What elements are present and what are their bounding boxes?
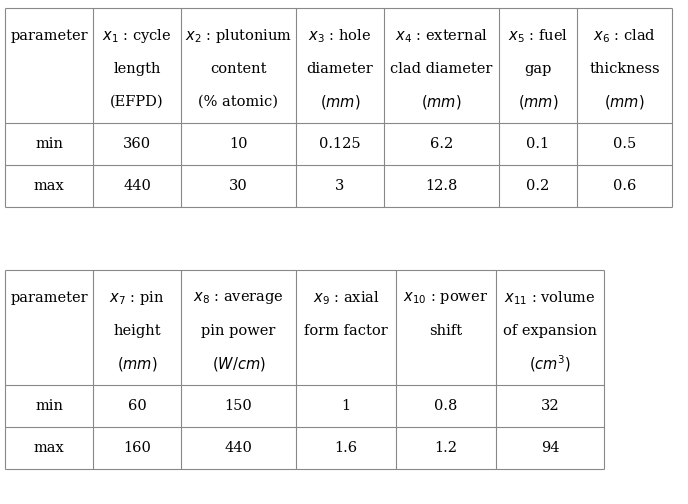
Text: 6.2: 6.2 [430, 137, 453, 151]
Text: $(mm)$: $(mm)$ [604, 93, 645, 111]
Text: 150: 150 [224, 399, 252, 413]
Text: $x_3$ : hole: $x_3$ : hole [308, 27, 372, 45]
Text: 0.6: 0.6 [613, 179, 636, 193]
Text: content: content [211, 62, 267, 76]
Text: form factor: form factor [304, 324, 388, 338]
Text: 30: 30 [229, 179, 248, 193]
Text: 160: 160 [123, 441, 151, 455]
Text: $x_8$ : average: $x_8$ : average [193, 290, 284, 306]
Text: $x_9$ : axial: $x_9$ : axial [312, 289, 379, 307]
Text: 0.5: 0.5 [613, 137, 636, 151]
Text: clad diameter: clad diameter [390, 62, 493, 76]
Text: 94: 94 [541, 441, 559, 455]
Text: height: height [114, 324, 161, 338]
Text: thickness: thickness [589, 62, 660, 76]
Text: 32: 32 [541, 399, 559, 413]
Text: $(mm)$: $(mm)$ [117, 355, 158, 372]
Text: $x_2$ : plutonium: $x_2$ : plutonium [185, 27, 292, 45]
Text: diameter: diameter [307, 62, 374, 76]
Text: max: max [34, 179, 65, 193]
Text: 0.8: 0.8 [434, 399, 458, 413]
Text: 12.8: 12.8 [425, 179, 458, 193]
Text: $(mm)$: $(mm)$ [421, 93, 462, 111]
Text: shift: shift [429, 324, 462, 338]
Text: (% atomic): (% atomic) [199, 95, 279, 109]
Text: $x_{10}$ : power: $x_{10}$ : power [403, 290, 488, 306]
Text: $x_7$ : pin: $x_7$ : pin [109, 289, 164, 307]
Text: $x_5$ : fuel: $x_5$ : fuel [508, 27, 568, 45]
Text: max: max [34, 441, 65, 455]
Text: $x_{11}$ : volume: $x_{11}$ : volume [504, 289, 596, 307]
Text: min: min [35, 137, 63, 151]
Text: $x_4$ : external: $x_4$ : external [395, 27, 488, 45]
Text: 1.6: 1.6 [334, 441, 358, 455]
Text: 360: 360 [123, 137, 151, 151]
Text: 10: 10 [229, 137, 248, 151]
Text: (EFPD): (EFPD) [110, 95, 164, 109]
Text: of expansion: of expansion [503, 324, 597, 338]
Text: 1.2: 1.2 [435, 441, 458, 455]
Text: parameter: parameter [10, 291, 88, 305]
Text: $x_6$ : clad: $x_6$ : clad [593, 27, 656, 45]
Text: length: length [114, 62, 161, 76]
Text: $(W/cm)$: $(W/cm)$ [212, 355, 266, 372]
Text: $(mm)$: $(mm)$ [517, 93, 558, 111]
Text: 0.1: 0.1 [526, 137, 550, 151]
Text: parameter: parameter [10, 29, 88, 43]
Text: $(mm)$: $(mm)$ [320, 93, 361, 111]
Text: 60: 60 [128, 399, 147, 413]
Text: min: min [35, 399, 63, 413]
Text: pin power: pin power [202, 324, 276, 338]
Text: 1: 1 [341, 399, 351, 413]
Text: 3: 3 [335, 179, 345, 193]
Text: $x_1$ : cycle: $x_1$ : cycle [103, 27, 172, 45]
Text: 440: 440 [123, 179, 151, 193]
Text: 440: 440 [224, 441, 252, 455]
Text: 0.125: 0.125 [319, 137, 361, 151]
Text: 0.2: 0.2 [526, 179, 550, 193]
Text: gap: gap [524, 62, 552, 76]
Text: $(cm^3)$: $(cm^3)$ [529, 353, 571, 374]
